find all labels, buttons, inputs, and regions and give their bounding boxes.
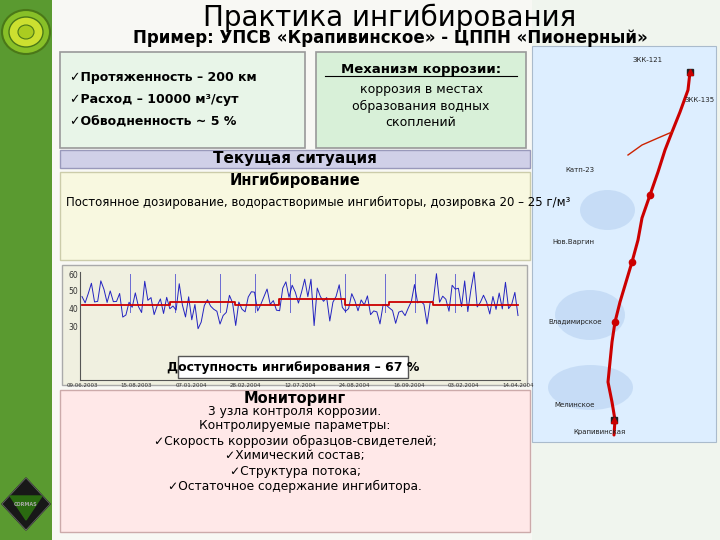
Ellipse shape (548, 365, 633, 410)
Text: Мониторинг: Мониторинг (244, 390, 346, 406)
Text: ✓Скорость коррозии образцов-свидетелей;: ✓Скорость коррозии образцов-свидетелей; (153, 435, 436, 448)
Text: 03.02.2004: 03.02.2004 (448, 383, 480, 388)
Text: ✓Остаточное содержание ингибитора.: ✓Остаточное содержание ингибитора. (168, 480, 422, 492)
Text: CORMAS: CORMAS (14, 502, 38, 507)
Ellipse shape (555, 290, 625, 340)
Text: Пример: УПСВ «Крапивинское» - ЦППН «Пионерный»: Пример: УПСВ «Крапивинское» - ЦППН «Пион… (132, 29, 647, 47)
FancyBboxPatch shape (60, 52, 305, 148)
Text: ЗКК-135: ЗКК-135 (685, 97, 715, 103)
Text: Владимирское: Владимирское (548, 319, 602, 325)
Text: ✓Структура потока;: ✓Структура потока; (230, 464, 361, 477)
Text: Катп-23: Катп-23 (565, 167, 595, 173)
FancyBboxPatch shape (316, 52, 526, 148)
Text: ✓Расход – 10000 м³/сут: ✓Расход – 10000 м³/сут (70, 92, 238, 105)
FancyBboxPatch shape (532, 46, 716, 442)
Polygon shape (2, 478, 50, 530)
FancyBboxPatch shape (0, 0, 52, 540)
Text: Практика ингибирования: Практика ингибирования (203, 4, 577, 32)
Ellipse shape (2, 10, 50, 54)
Text: 28.02.2004: 28.02.2004 (230, 383, 261, 388)
Text: ЗКК-121: ЗКК-121 (633, 57, 663, 63)
FancyBboxPatch shape (60, 150, 530, 168)
Text: Доступность ингибирования – 67 %: Доступность ингибирования – 67 % (167, 361, 419, 374)
FancyBboxPatch shape (62, 265, 527, 385)
Polygon shape (10, 496, 42, 520)
Text: 50: 50 (68, 287, 78, 296)
Text: 30: 30 (68, 323, 78, 333)
Ellipse shape (9, 17, 43, 47)
Text: ✓Химический состав;: ✓Химический состав; (225, 449, 365, 462)
Text: Крапивинская: Крапивинская (574, 429, 626, 435)
Text: ✓Обводненность ∼ 5 %: ✓Обводненность ∼ 5 % (70, 116, 236, 129)
Ellipse shape (18, 25, 34, 39)
Text: образования водных: образования водных (352, 99, 490, 112)
Text: коррозия в местах: коррозия в местах (359, 84, 482, 97)
FancyBboxPatch shape (60, 172, 530, 260)
FancyBboxPatch shape (52, 0, 532, 540)
Text: Мелинское: Мелинское (555, 402, 595, 408)
Text: 12.07.2004: 12.07.2004 (284, 383, 316, 388)
Ellipse shape (580, 190, 635, 230)
Text: Контролируемые параметры:: Контролируемые параметры: (199, 420, 391, 433)
Text: 40: 40 (68, 306, 78, 314)
Text: 14.04.2004: 14.04.2004 (503, 383, 534, 388)
Text: 09.06.2003: 09.06.2003 (66, 383, 98, 388)
Text: 07.01.2004: 07.01.2004 (175, 383, 207, 388)
FancyBboxPatch shape (0, 0, 220, 540)
Text: Постоянное дозирование, водорастворимые ингибиторы, дозировка 20 – 25 г/м³: Постоянное дозирование, водорастворимые … (66, 195, 570, 208)
FancyBboxPatch shape (60, 390, 530, 532)
Text: Нов.Варгин: Нов.Варгин (552, 239, 594, 245)
Text: Механизм коррозии:: Механизм коррозии: (341, 63, 501, 76)
Text: 16.09.2004: 16.09.2004 (393, 383, 425, 388)
Text: 3 узла контроля коррозии.: 3 узла контроля коррозии. (208, 406, 382, 419)
Text: ✓Протяженность – 200 км: ✓Протяженность – 200 км (70, 71, 256, 84)
FancyBboxPatch shape (178, 356, 408, 378)
Text: Ингибирование: Ингибирование (230, 172, 361, 188)
Text: скоплений: скоплений (386, 116, 456, 129)
Text: 24.08.2004: 24.08.2004 (338, 383, 370, 388)
Text: 15.08.2003: 15.08.2003 (121, 383, 152, 388)
Text: 60: 60 (68, 271, 78, 280)
Text: Текущая ситуация: Текущая ситуация (213, 152, 377, 166)
